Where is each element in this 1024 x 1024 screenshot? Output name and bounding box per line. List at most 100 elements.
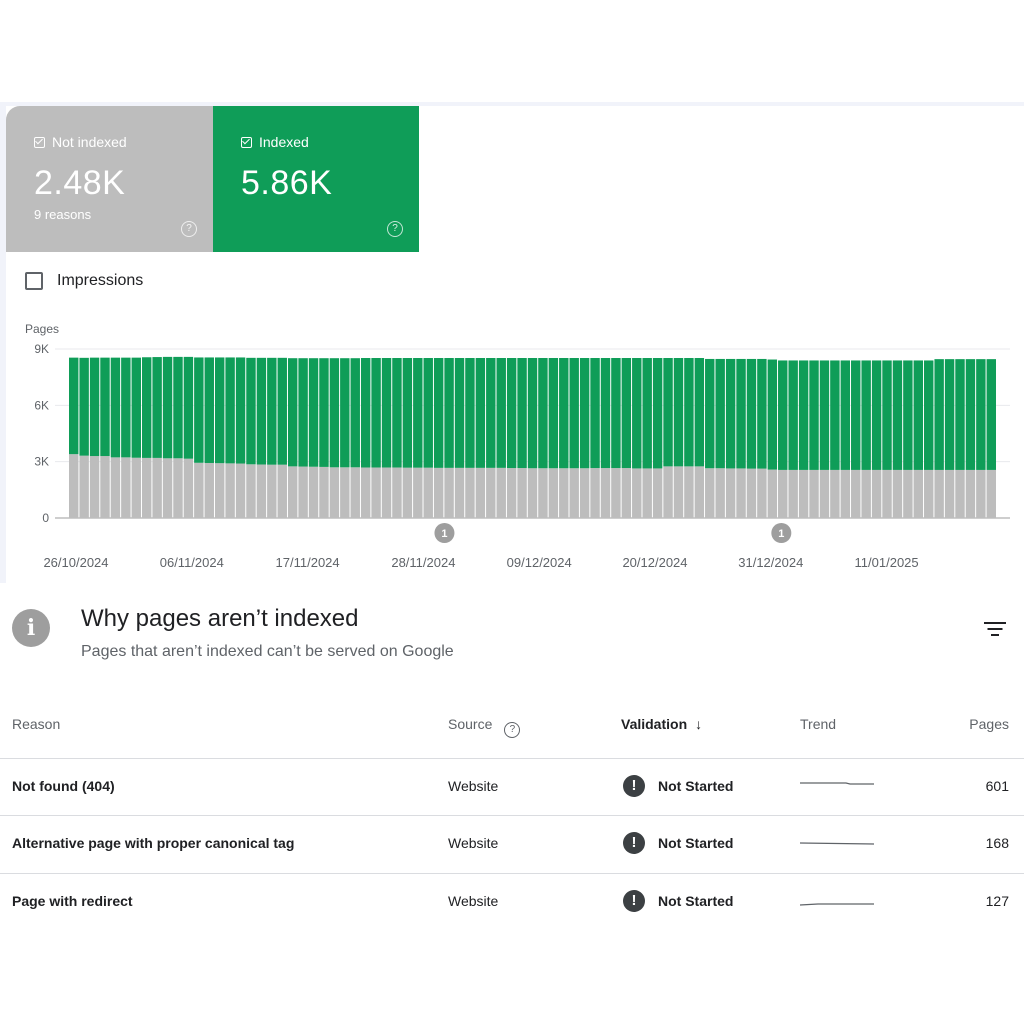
bar-indexed[interactable] bbox=[454, 358, 465, 468]
bar-indexed[interactable] bbox=[496, 358, 506, 468]
bar-indexed[interactable] bbox=[538, 358, 548, 469]
bar-indexed[interactable] bbox=[736, 358, 746, 469]
bar-indexed[interactable] bbox=[444, 358, 454, 468]
bar-indexed[interactable] bbox=[277, 357, 287, 465]
bar-indexed[interactable] bbox=[308, 358, 319, 467]
bar-not-indexed[interactable] bbox=[976, 469, 986, 518]
bar-not-indexed[interactable] bbox=[767, 469, 778, 518]
bar-not-indexed[interactable] bbox=[527, 468, 538, 518]
bar-indexed[interactable] bbox=[903, 360, 913, 470]
bar-indexed[interactable] bbox=[798, 360, 809, 470]
bar-indexed[interactable] bbox=[569, 358, 579, 469]
bar-not-indexed[interactable] bbox=[788, 469, 798, 518]
bar-indexed[interactable] bbox=[913, 360, 924, 470]
bar-indexed[interactable] bbox=[319, 358, 329, 467]
bar-not-indexed[interactable] bbox=[225, 463, 235, 518]
bar-not-indexed[interactable] bbox=[381, 467, 392, 518]
bar-not-indexed[interactable] bbox=[590, 468, 600, 518]
bar-indexed[interactable] bbox=[705, 358, 715, 469]
bar-indexed[interactable] bbox=[173, 356, 183, 459]
bar-indexed[interactable] bbox=[329, 358, 340, 468]
bar-indexed[interactable] bbox=[559, 358, 569, 469]
bar-not-indexed[interactable] bbox=[746, 468, 757, 518]
bar-indexed[interactable] bbox=[955, 359, 965, 470]
bar-indexed[interactable] bbox=[413, 358, 423, 468]
impressions-toggle[interactable]: Impressions bbox=[25, 272, 143, 290]
bar-not-indexed[interactable] bbox=[496, 467, 506, 518]
bar-indexed[interactable] bbox=[360, 358, 371, 468]
bar-indexed[interactable] bbox=[340, 358, 350, 468]
bar-not-indexed[interactable] bbox=[121, 457, 131, 518]
bar-not-indexed[interactable] bbox=[110, 457, 121, 518]
header-source[interactable]: Source? bbox=[448, 716, 521, 738]
bar-indexed[interactable] bbox=[809, 360, 819, 470]
bar-not-indexed[interactable] bbox=[100, 456, 110, 518]
bar-indexed[interactable] bbox=[673, 358, 684, 467]
bar-not-indexed[interactable] bbox=[621, 468, 632, 518]
bar-indexed[interactable] bbox=[194, 357, 204, 463]
bar-not-indexed[interactable] bbox=[892, 469, 903, 518]
bar-not-indexed[interactable] bbox=[329, 467, 340, 518]
bar-indexed[interactable] bbox=[486, 358, 496, 468]
bar-not-indexed[interactable] bbox=[152, 457, 162, 518]
indexed-card[interactable]: Indexed 5.86K ? bbox=[213, 106, 419, 252]
bar-not-indexed[interactable] bbox=[882, 469, 892, 518]
table-row[interactable]: Alternative page with proper canonical t… bbox=[0, 815, 1024, 871]
bar-not-indexed[interactable] bbox=[757, 468, 767, 518]
bar-indexed[interactable] bbox=[652, 358, 663, 469]
bar-indexed[interactable] bbox=[517, 358, 527, 469]
bar-indexed[interactable] bbox=[475, 358, 486, 468]
bar-not-indexed[interactable] bbox=[694, 466, 705, 518]
bar-not-indexed[interactable] bbox=[287, 466, 298, 518]
bar-not-indexed[interactable] bbox=[423, 467, 433, 518]
bar-not-indexed[interactable] bbox=[684, 466, 694, 518]
bar-indexed[interactable] bbox=[381, 358, 392, 468]
bar-not-indexed[interactable] bbox=[955, 469, 965, 518]
bar-not-indexed[interactable] bbox=[79, 455, 89, 518]
bar-indexed[interactable] bbox=[871, 360, 882, 470]
bar-not-indexed[interactable] bbox=[611, 468, 621, 518]
bar-not-indexed[interactable] bbox=[475, 467, 486, 518]
bar-indexed[interactable] bbox=[214, 357, 225, 464]
bar-indexed[interactable] bbox=[892, 360, 903, 470]
bar-not-indexed[interactable] bbox=[402, 467, 413, 518]
header-trend[interactable]: Trend bbox=[800, 716, 837, 732]
bar-not-indexed[interactable] bbox=[986, 469, 996, 518]
bar-indexed[interactable] bbox=[965, 359, 976, 470]
bar-not-indexed[interactable] bbox=[548, 468, 559, 518]
bar-indexed[interactable] bbox=[121, 357, 131, 458]
bar-not-indexed[interactable] bbox=[360, 467, 371, 518]
bar-indexed[interactable] bbox=[506, 358, 517, 469]
bar-not-indexed[interactable] bbox=[319, 466, 329, 518]
bar-indexed[interactable] bbox=[882, 360, 892, 470]
bar-indexed[interactable] bbox=[851, 360, 861, 470]
bar-not-indexed[interactable] bbox=[204, 462, 214, 518]
bar-not-indexed[interactable] bbox=[871, 469, 882, 518]
bar-not-indexed[interactable] bbox=[256, 464, 267, 518]
bar-not-indexed[interactable] bbox=[340, 467, 350, 518]
bar-not-indexed[interactable] bbox=[632, 468, 642, 518]
bar-not-indexed[interactable] bbox=[517, 468, 527, 518]
bar-not-indexed[interactable] bbox=[89, 456, 100, 518]
bar-not-indexed[interactable] bbox=[652, 468, 663, 518]
bar-indexed[interactable] bbox=[725, 358, 736, 469]
bar-indexed[interactable] bbox=[830, 360, 840, 470]
bar-indexed[interactable] bbox=[632, 358, 642, 469]
bar-not-indexed[interactable] bbox=[819, 469, 830, 518]
bar-not-indexed[interactable] bbox=[371, 467, 381, 518]
bar-indexed[interactable] bbox=[256, 357, 267, 465]
bar-indexed[interactable] bbox=[590, 358, 600, 469]
bar-indexed[interactable] bbox=[527, 358, 538, 469]
bar-indexed[interactable] bbox=[298, 358, 308, 467]
bar-not-indexed[interactable] bbox=[183, 458, 194, 518]
bar-not-indexed[interactable] bbox=[861, 469, 871, 518]
bar-not-indexed[interactable] bbox=[809, 469, 819, 518]
bar-indexed[interactable] bbox=[663, 358, 673, 467]
bar-not-indexed[interactable] bbox=[663, 466, 673, 518]
bar-not-indexed[interactable] bbox=[559, 468, 569, 518]
bar-indexed[interactable] bbox=[986, 359, 996, 470]
table-row[interactable]: Page with redirect Website ! Not Started … bbox=[0, 873, 1024, 929]
bar-indexed[interactable] bbox=[642, 358, 652, 469]
header-reason[interactable]: Reason bbox=[12, 716, 61, 732]
bar-not-indexed[interactable] bbox=[944, 469, 955, 518]
